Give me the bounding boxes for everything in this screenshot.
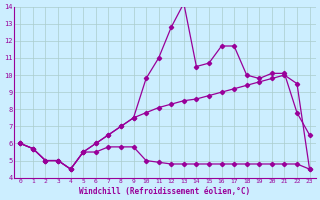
X-axis label: Windchill (Refroidissement éolien,°C): Windchill (Refroidissement éolien,°C) xyxy=(79,187,251,196)
